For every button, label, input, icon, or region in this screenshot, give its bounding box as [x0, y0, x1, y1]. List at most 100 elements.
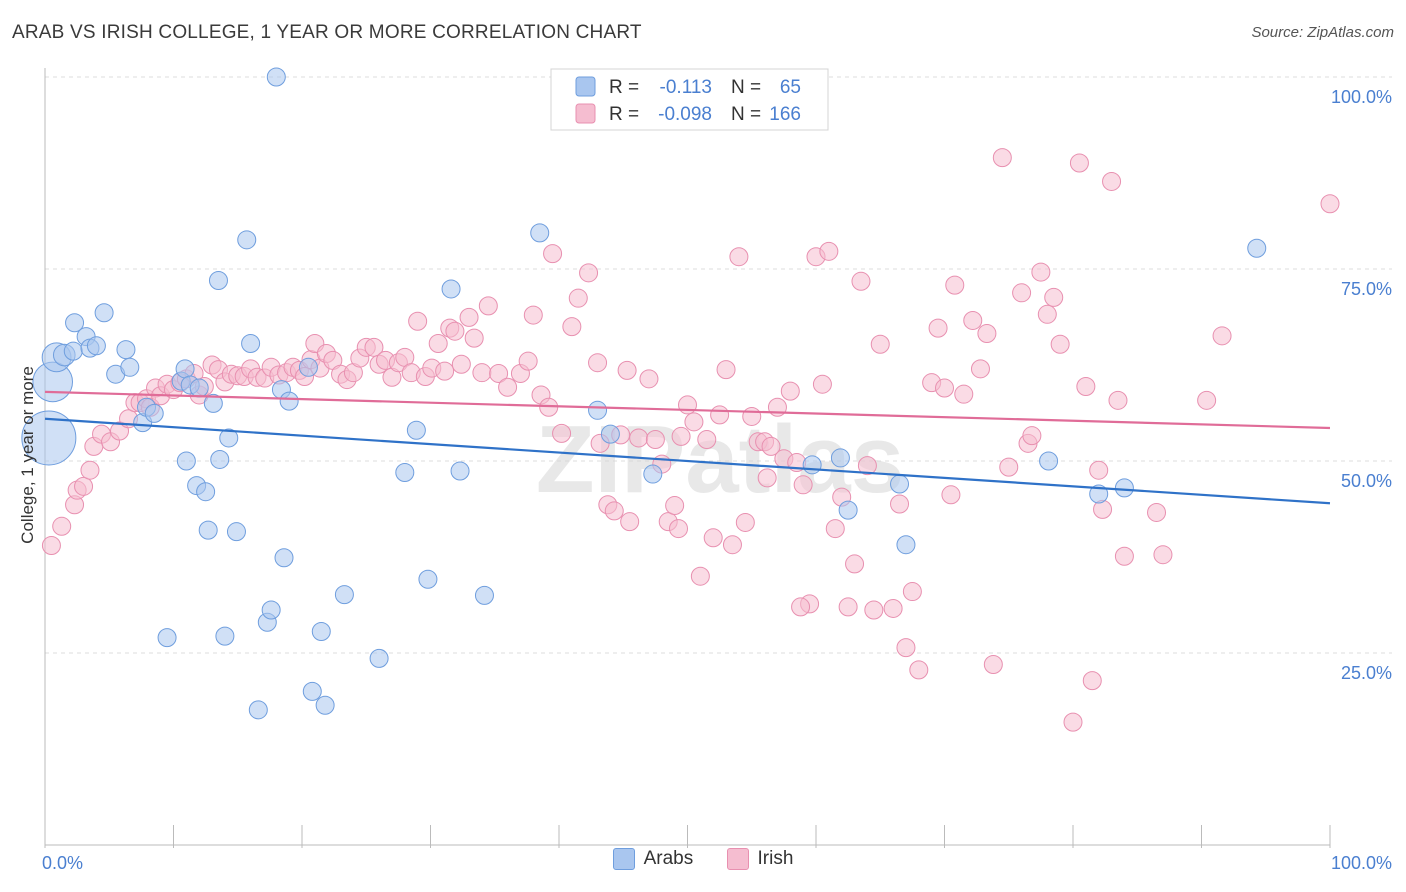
series-irish [41, 148, 1340, 732]
arabs-point [21, 410, 77, 466]
irish-point [428, 333, 448, 353]
irish-point [819, 241, 839, 261]
irish-point [1320, 194, 1340, 214]
irish-point [669, 519, 689, 539]
irish-point [543, 244, 563, 264]
irish-point [464, 328, 484, 348]
legend-n-label: N = [731, 77, 761, 98]
irish-point [825, 519, 845, 539]
series-arabs [21, 67, 1267, 720]
legend-swatch-irish [726, 848, 749, 870]
legend-item-irish: Irish [726, 848, 794, 870]
arabs-point [395, 463, 415, 483]
arabs-point [219, 428, 239, 448]
irish-point [757, 468, 777, 488]
irish-point [478, 296, 498, 316]
irish-point [459, 307, 479, 327]
legend-label-arabs: Arabs [643, 848, 694, 869]
legend-swatch-arab [575, 76, 596, 97]
irish-point [639, 369, 659, 389]
legend-n-label: N = [731, 104, 761, 125]
arabs-point [157, 628, 177, 648]
irish-point [992, 148, 1012, 168]
irish-point [935, 378, 954, 398]
irish-point [864, 600, 884, 620]
arabs-point [311, 621, 331, 641]
y-tick-label: 50.0% [1341, 471, 1392, 491]
irish-point [1114, 546, 1134, 566]
arabs-point [1114, 478, 1134, 498]
irish-point [671, 426, 691, 446]
y-tick-label: 25.0% [1341, 663, 1392, 683]
arabs-point [406, 420, 426, 440]
irish-point [1102, 171, 1122, 191]
arabs-point [116, 340, 136, 360]
arabs-point [65, 313, 85, 333]
arabs-point [600, 424, 620, 444]
irish-point [1082, 671, 1102, 691]
irish-point [896, 638, 916, 658]
irish-point [970, 359, 990, 379]
irish-point [941, 485, 961, 505]
legend-label-irish: Irish [757, 848, 794, 869]
tick-labels: 25.0% 50.0% 75.0% 100.0% 0.0% 100.0% [42, 87, 1392, 873]
y-tick-label: 100.0% [1331, 87, 1392, 107]
arabs-point [890, 474, 910, 494]
irish-point [983, 655, 1003, 675]
arabs-point [86, 336, 106, 356]
irish-point [1063, 712, 1083, 732]
legend-r-label: R = [609, 104, 639, 125]
irish-point [793, 475, 813, 495]
irish-point [568, 288, 588, 308]
legend-item-arabs: Arabs [612, 848, 694, 870]
irish-point [963, 310, 983, 330]
arabs-point [176, 451, 196, 471]
irish-point [791, 597, 811, 617]
irish-point [722, 535, 742, 555]
arabs-point [588, 400, 608, 420]
legend-swatch-irish [575, 103, 596, 124]
irish-point [703, 528, 723, 548]
irish-point [1012, 283, 1032, 303]
irish-point [588, 353, 608, 373]
irish-point [552, 423, 572, 443]
arabs-point [369, 648, 389, 668]
arabs-point [418, 569, 438, 589]
irish-point [1037, 304, 1057, 324]
arabs-point [120, 357, 140, 377]
irish-point [1108, 390, 1128, 410]
irish-point [80, 460, 100, 480]
legend-swatch-arabs [612, 848, 635, 870]
irish-point [604, 501, 624, 521]
irish-point [883, 598, 903, 618]
irish-point [1147, 502, 1167, 522]
irish-point [1050, 334, 1070, 354]
arabs-point [261, 600, 281, 620]
irish-point [954, 384, 974, 404]
irish-point [710, 405, 730, 425]
irish-point [870, 334, 890, 354]
irish-point [518, 351, 538, 371]
irish-point [617, 360, 637, 380]
source-label: Source: ZipAtlas.com [1251, 24, 1394, 41]
irish-point [1022, 426, 1042, 446]
arabs-point [189, 378, 209, 398]
arabs-point [530, 223, 550, 243]
irish-point [1197, 390, 1217, 410]
irish-point [41, 535, 61, 555]
irish-point [716, 360, 736, 380]
arabs-point [198, 520, 218, 540]
irish-point [620, 512, 640, 532]
irish-point [1153, 545, 1173, 565]
irish-point [523, 305, 543, 325]
irish-point [74, 476, 94, 496]
x-tick-label: 100.0% [1331, 853, 1392, 873]
irish-point [435, 361, 455, 381]
irish-point [562, 317, 582, 337]
arabs-point [315, 695, 335, 715]
irish-point [857, 456, 877, 476]
legend-top-box [550, 68, 829, 131]
y-tick-label: 75.0% [1341, 279, 1392, 299]
arabs-point [226, 522, 246, 542]
